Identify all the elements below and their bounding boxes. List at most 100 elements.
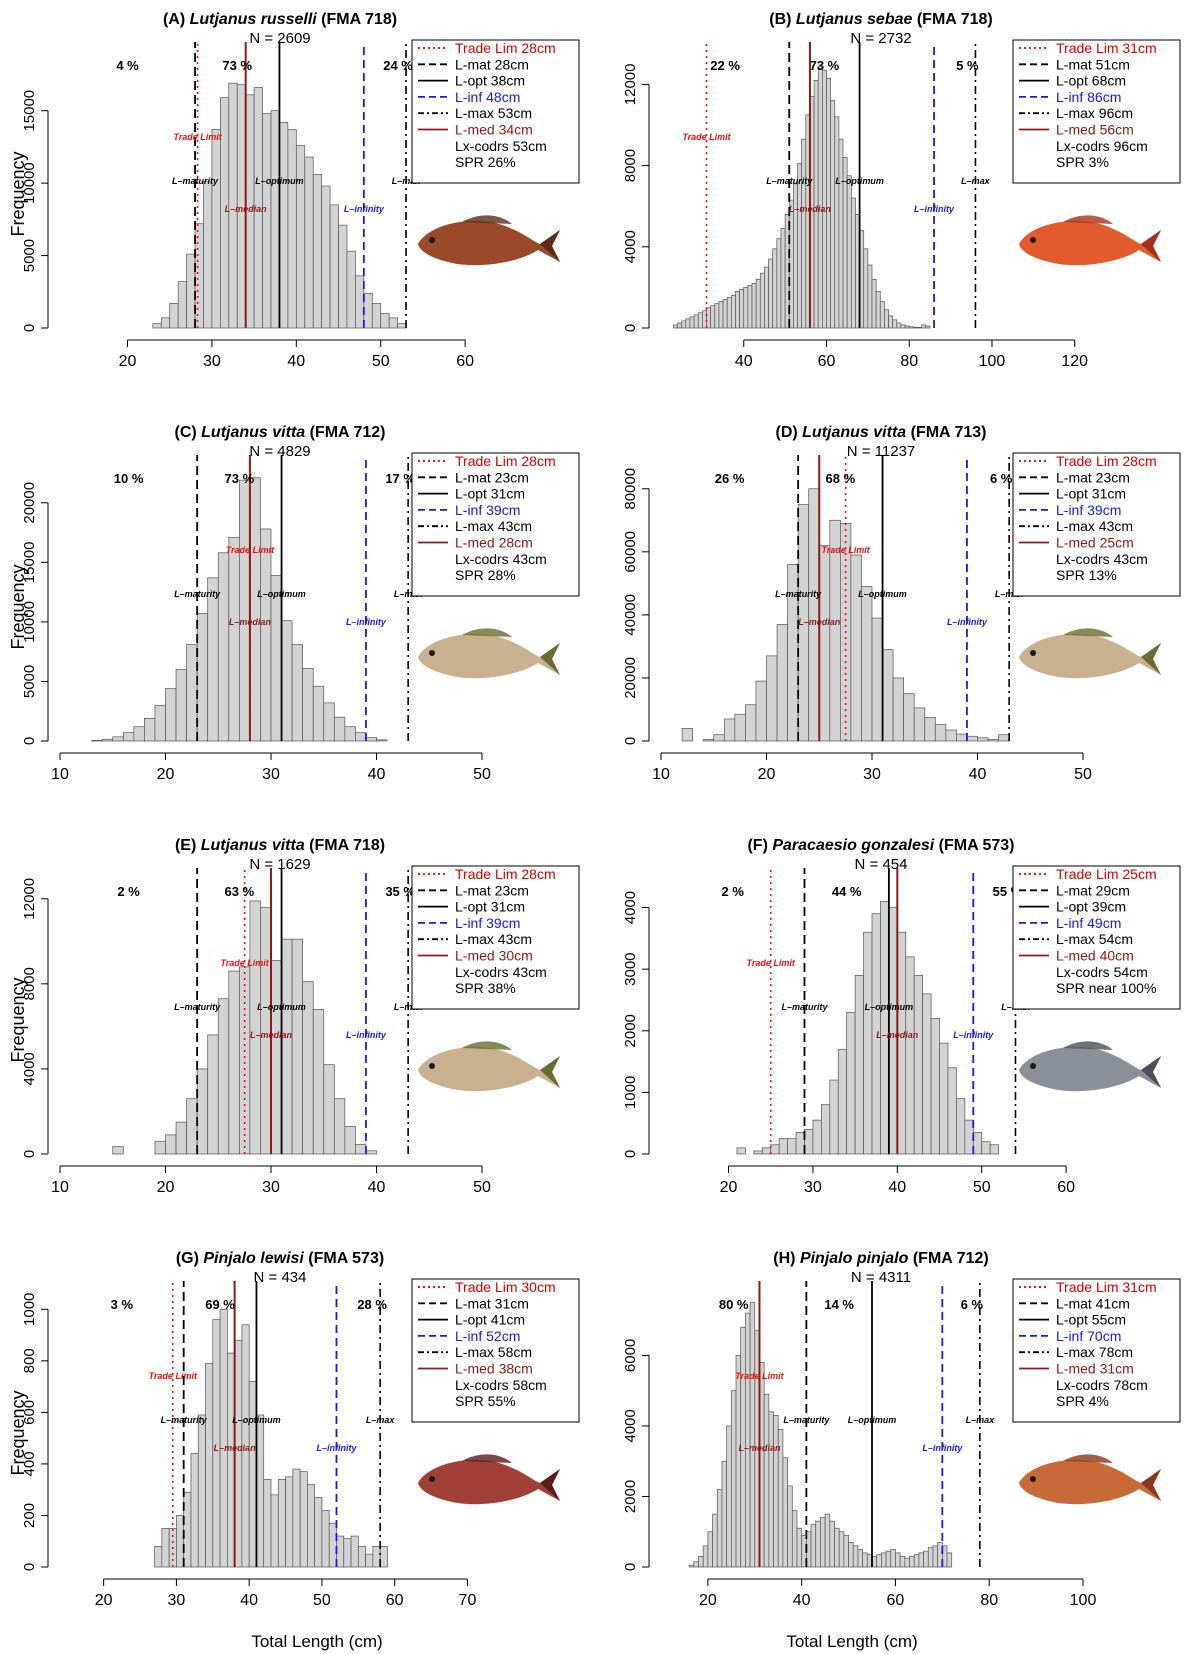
histogram-bar xyxy=(852,1545,859,1568)
histogram-bar xyxy=(154,1546,163,1568)
histogram-bar xyxy=(263,1479,272,1568)
histogram-bar xyxy=(281,938,293,1155)
histogram-bar xyxy=(871,278,877,329)
legend-entry: Lx-codrs 43cm xyxy=(1056,551,1148,567)
histogram-bar xyxy=(934,724,947,742)
percent-label: 73 % xyxy=(810,58,840,73)
histogram-bar xyxy=(885,1550,892,1568)
y-tick-label: 0 xyxy=(21,1563,38,1571)
chart-title: (H) Pinjalo pinjalo (FMA 712) xyxy=(773,1250,988,1267)
x-tick-label: 10 xyxy=(652,766,670,783)
x-axis: 10 20 30 40 50 xyxy=(51,752,491,783)
y-tick-label: 3000 xyxy=(622,952,639,985)
histogram-bar xyxy=(923,1550,929,1568)
histogram-bar xyxy=(981,1141,991,1155)
label-inf: L–infinity xyxy=(346,617,387,627)
y-tick-label: 2000 xyxy=(622,1480,639,1513)
x-tick-label: 50 xyxy=(473,1179,491,1196)
histogram-bar xyxy=(766,655,778,742)
histogram-bar xyxy=(834,116,840,329)
y-tick-label: 4000 xyxy=(622,1409,639,1442)
fish-dorsal-fin xyxy=(462,215,512,224)
histogram-bar xyxy=(743,287,749,329)
histogram-bar xyxy=(808,488,820,742)
histogram-bar xyxy=(175,669,187,742)
label-inf: L–infinity xyxy=(346,1030,387,1040)
label-opt: L–optimum xyxy=(848,1415,897,1425)
percent-label: 5 % xyxy=(956,58,979,73)
histogram-bar xyxy=(226,1352,235,1568)
histogram-bar xyxy=(673,324,678,329)
x-tick-label: 40 xyxy=(888,1179,906,1196)
histogram-bar xyxy=(850,554,862,742)
histogram-bar xyxy=(281,620,293,742)
x-tick-label: 100 xyxy=(1070,1592,1097,1609)
y-tick-label: 12000 xyxy=(21,878,38,920)
histogram-bar xyxy=(228,536,240,742)
histogram-bar xyxy=(900,324,906,329)
histogram-bar xyxy=(987,739,999,742)
histogram-bar xyxy=(343,1538,352,1568)
y-axis: 0 4000 8000 12000 xyxy=(21,878,49,1158)
percent-label: 3 % xyxy=(111,1297,134,1312)
histogram-bar xyxy=(165,1134,177,1155)
x-tick-label: 40 xyxy=(287,353,305,370)
histogram-bar xyxy=(270,1494,279,1568)
histogram-bar xyxy=(734,713,746,742)
histogram-bar xyxy=(203,181,213,329)
histogram-bar xyxy=(144,718,156,742)
x-tick-label: 30 xyxy=(203,353,221,370)
histogram-bar xyxy=(751,282,757,329)
legend-entry: L-max 54cm xyxy=(1056,931,1133,947)
histogram-bar xyxy=(161,1527,170,1568)
y-tick-label: 0 xyxy=(622,1150,639,1158)
legend-box xyxy=(1012,452,1181,597)
histogram-bar xyxy=(899,1556,906,1568)
x-axis: 10 20 30 40 50 xyxy=(51,1165,491,1196)
histogram-bar xyxy=(736,1147,746,1155)
legend-entry: L-med 38cm xyxy=(455,1361,533,1377)
chart-title: (A) Lutjanus russelli (FMA 718) xyxy=(163,11,397,28)
histogram-bar xyxy=(735,1355,742,1568)
label-max: L–max xyxy=(966,1415,996,1425)
legend-entry: L-max 58cm xyxy=(455,1344,532,1360)
histogram-bar xyxy=(810,1524,817,1568)
x-tick-label: 20 xyxy=(699,1592,717,1609)
label-trade: Trade Limit xyxy=(173,132,222,142)
histogram-bar xyxy=(228,970,240,1155)
y-tick-label: 6000 xyxy=(622,1339,639,1372)
legend-entry: L-mat 31cm xyxy=(455,1295,529,1311)
label-mat: L–maturity xyxy=(174,589,221,599)
histogram-bar xyxy=(314,1497,323,1568)
histogram-bar xyxy=(333,716,346,742)
histogram-bar xyxy=(112,1146,124,1155)
histogram-bar xyxy=(295,145,306,329)
histogram-bar xyxy=(372,1546,381,1568)
histogram-bar xyxy=(989,1144,999,1155)
histogram-bar xyxy=(698,1556,704,1568)
fish-body xyxy=(418,221,560,266)
histogram-bar xyxy=(998,734,1010,742)
histogram-bar xyxy=(759,272,765,329)
histogram-bar xyxy=(344,726,356,742)
histogram-bar xyxy=(355,732,367,742)
histogram-bar xyxy=(924,717,936,742)
histogram-bar xyxy=(211,129,221,329)
y-tick-label: 8000 xyxy=(21,967,38,1000)
species-name: Lutjanus vitta xyxy=(201,424,305,441)
chart-title: (B) Lutjanus sebae (FMA 718) xyxy=(769,11,992,28)
fish-illustration xyxy=(418,628,560,679)
panel-letter: (B) xyxy=(769,11,796,28)
label-mat: L–maturity xyxy=(161,1415,208,1425)
percent-label: 73 % xyxy=(225,471,255,486)
histogram-bar xyxy=(718,301,724,329)
legend-entry: L-max 43cm xyxy=(455,518,532,534)
histogram-bar xyxy=(854,974,864,1155)
label-opt: L–optimum xyxy=(232,1415,281,1425)
legend-entry: L-inf 52cm xyxy=(455,1328,520,1344)
histogram-bar xyxy=(917,327,922,329)
y-tick-label: 2000 xyxy=(622,1014,639,1047)
sample-size: N = 2732 xyxy=(850,30,911,47)
histogram-bar xyxy=(234,1339,243,1568)
histogram-bar xyxy=(838,138,844,329)
